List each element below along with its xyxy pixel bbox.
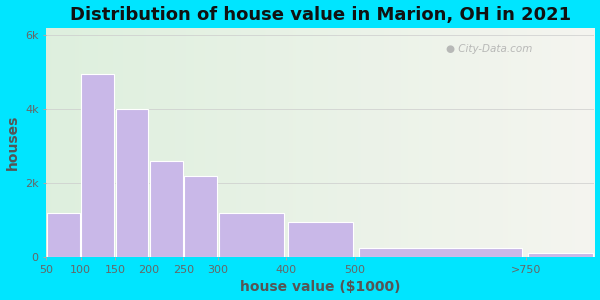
Bar [116, 109, 148, 257]
Bar [184, 176, 217, 257]
Bar [82, 74, 114, 257]
Text: ● City-Data.com: ● City-Data.com [446, 44, 533, 54]
Bar [527, 253, 593, 257]
Bar [288, 222, 353, 257]
Bar [220, 213, 284, 257]
Bar [359, 248, 521, 257]
Title: Distribution of house value in Marion, OH in 2021: Distribution of house value in Marion, O… [70, 6, 571, 24]
Bar [47, 213, 80, 257]
Bar [150, 161, 182, 257]
X-axis label: house value ($1000): house value ($1000) [240, 280, 401, 294]
Y-axis label: houses: houses [5, 115, 20, 170]
